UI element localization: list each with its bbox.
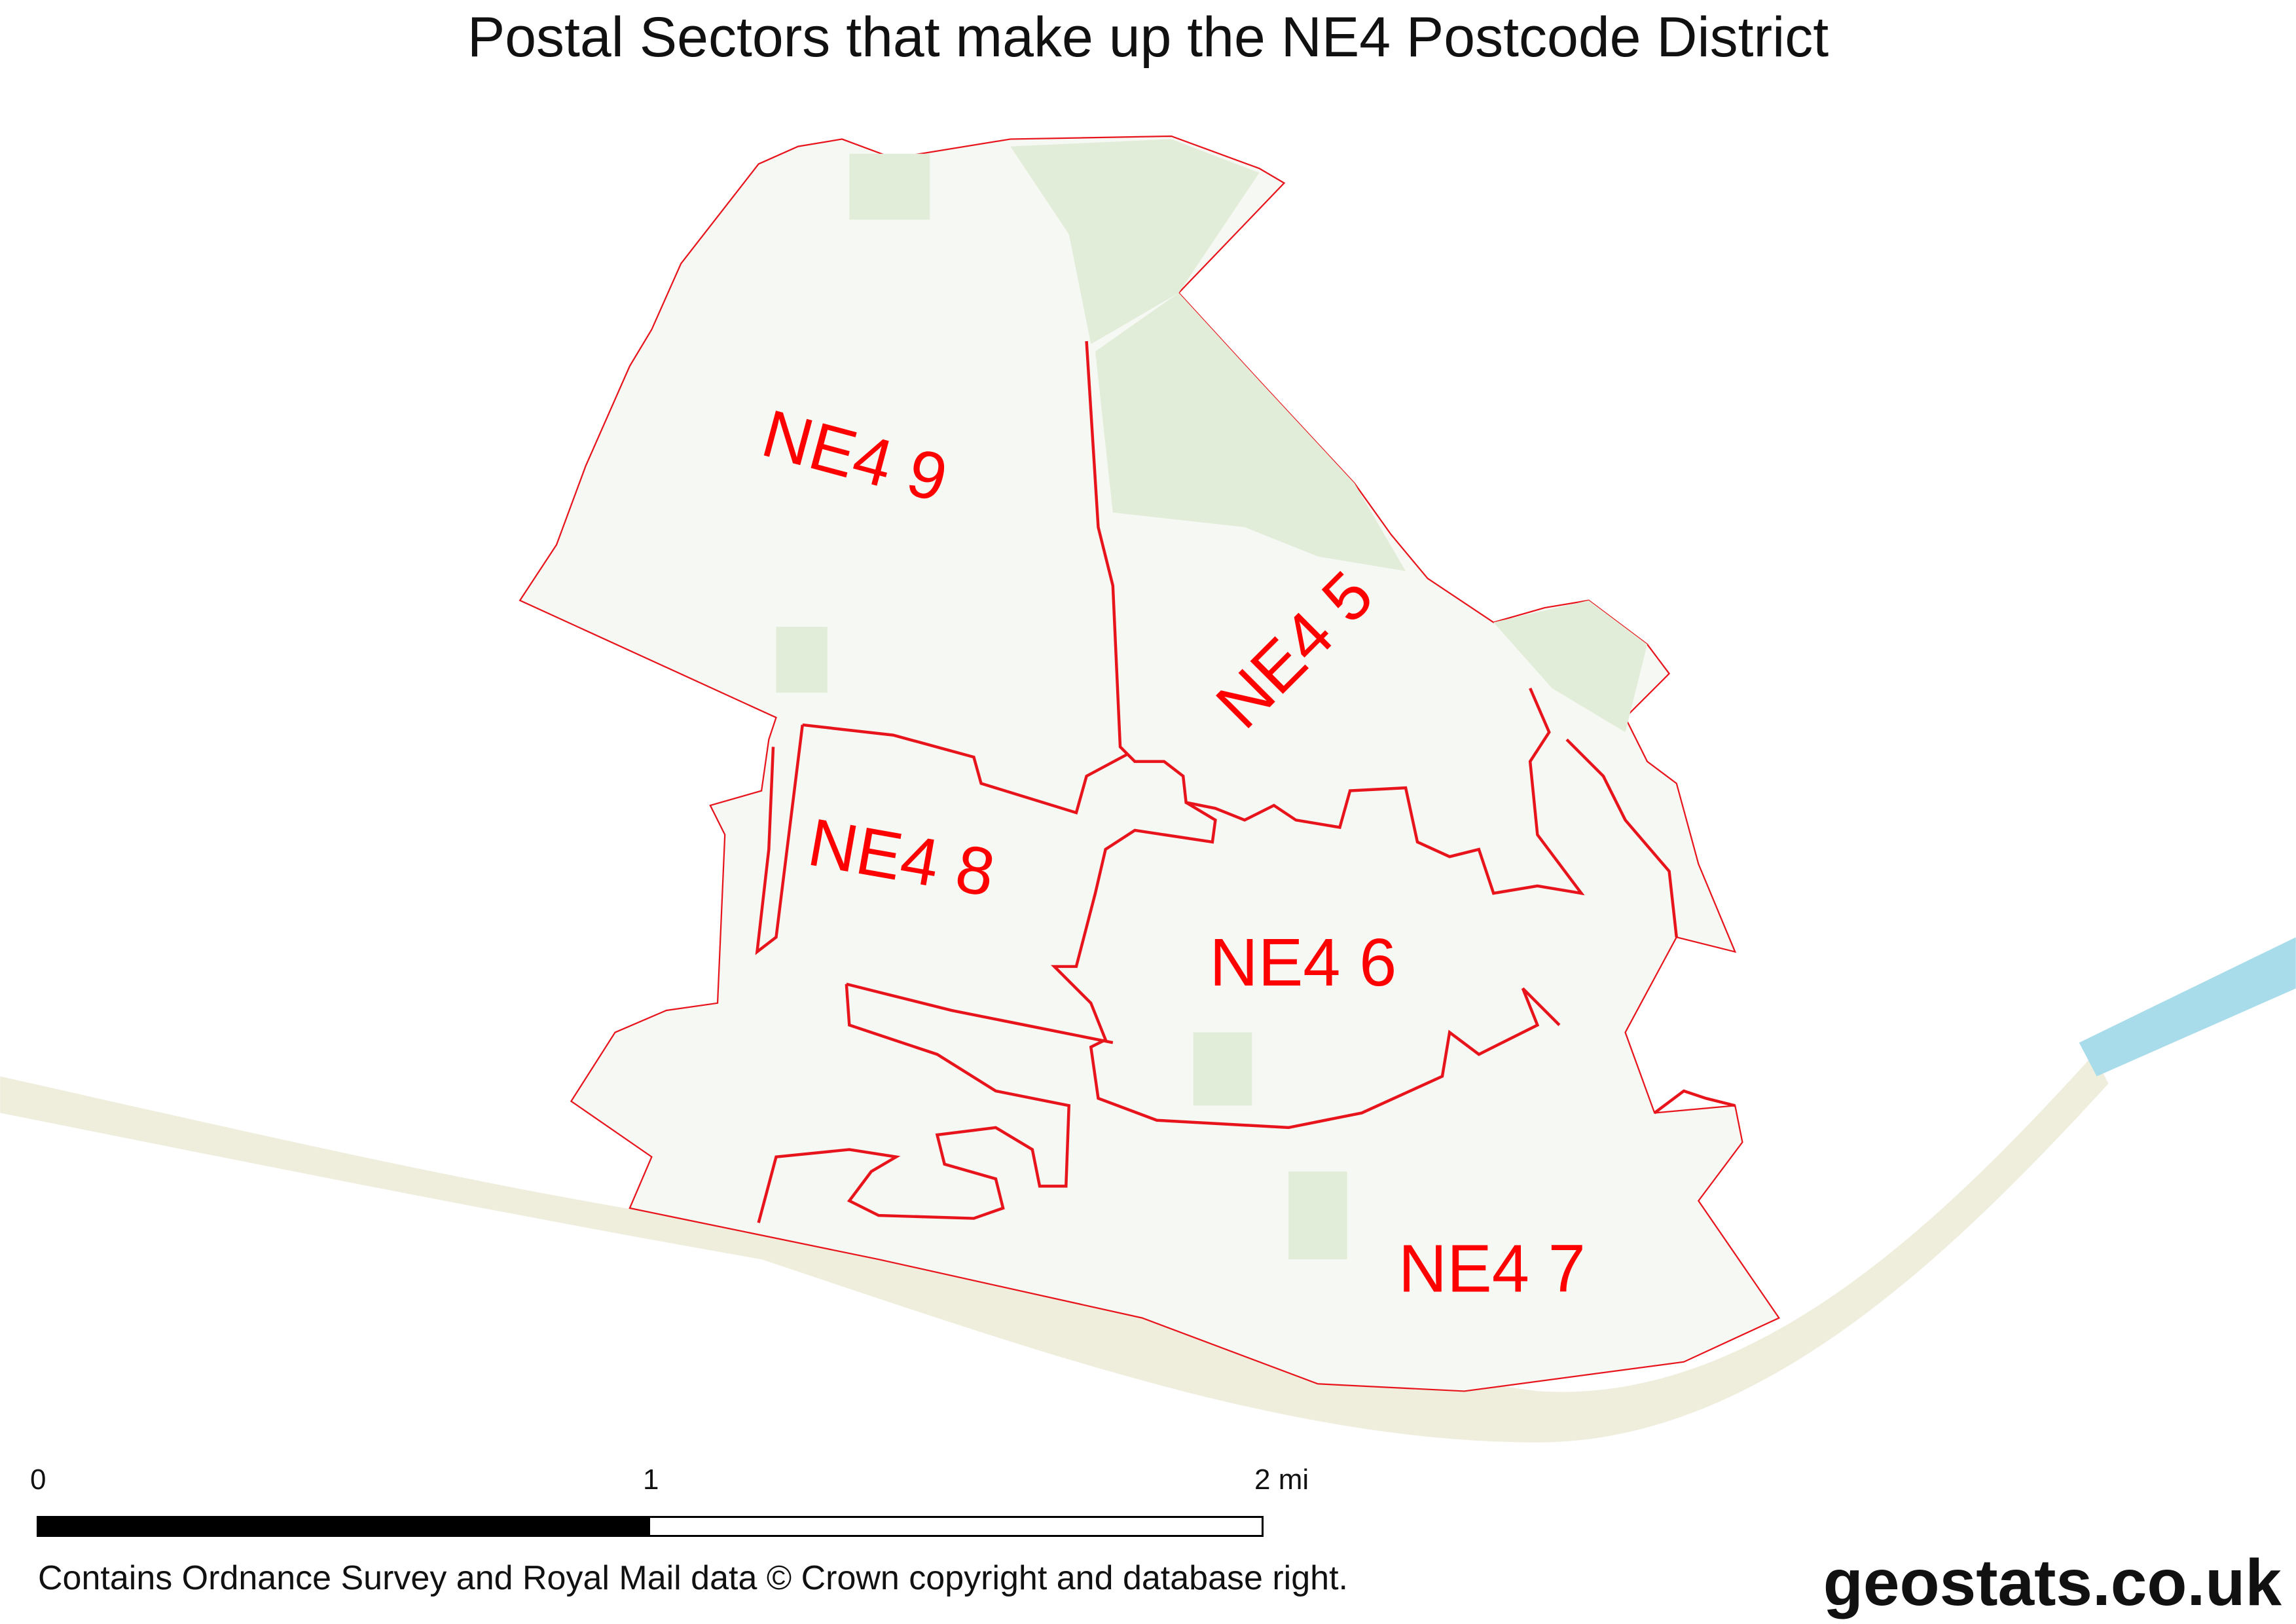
scale-bar	[37, 1516, 1264, 1537]
scale-tick-2: 2 mi	[1254, 1464, 1309, 1496]
green-spaces	[776, 139, 1648, 1260]
sector-boundaries	[755, 341, 1736, 1223]
map-title: Postal Sectors that make up the NE4 Post…	[467, 6, 1829, 69]
scale-bar-filled	[39, 1518, 650, 1535]
sector-label-ne4-6: NE4 6	[1209, 925, 1396, 1000]
scale-tick-1: 1	[643, 1464, 659, 1496]
scale-tick-0: 0	[30, 1464, 46, 1496]
brand-logo: geostats.co.uk	[1823, 1546, 2282, 1619]
attribution: Contains Ordnance Survey and Royal Mail …	[38, 1559, 1348, 1597]
district-area	[519, 135, 1780, 1392]
sector-label-ne4-7: NE4 7	[1398, 1230, 1586, 1306]
river	[2079, 937, 2296, 1077]
